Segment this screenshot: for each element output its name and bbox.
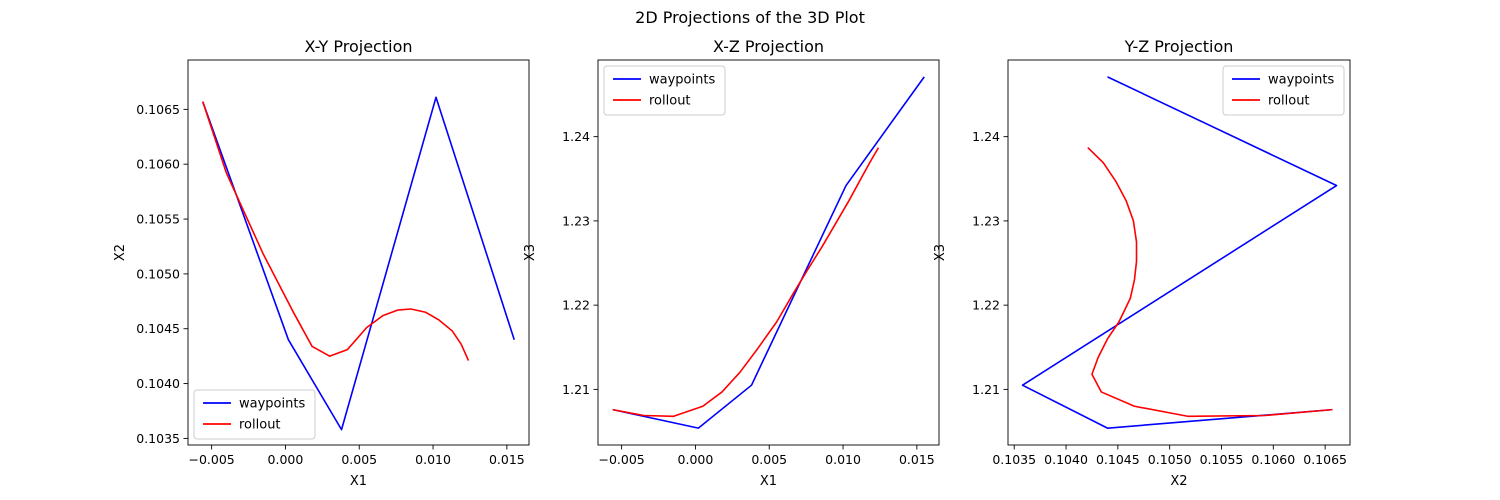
legend-label-waypoints: waypoints	[239, 397, 305, 412]
y-tick-label: 0.1035	[136, 431, 180, 446]
panel-2: −0.005 0.000 0.005 0.010 0.015 1.21 1.22 1.23 1.…	[523, 37, 940, 489]
x-tick-label: 0.1045	[1096, 452, 1140, 467]
y-tick-label: 0.1040	[136, 376, 180, 391]
legend: waypoints rollout	[193, 389, 316, 440]
panel-3: 0.1035 0.1040 0.1045 0.1050 0.1055 0.1060 0.10…	[933, 37, 1351, 489]
panel-title: Y-Z Projection	[1124, 37, 1234, 56]
plot-area	[598, 60, 939, 445]
legend-label-waypoints: waypoints	[1268, 73, 1334, 88]
y-axis-label: X2	[113, 244, 128, 261]
series-line-rollout	[612, 147, 880, 418]
y-tick-label: 0.1045	[136, 321, 180, 336]
y-tick-label: 1.22	[562, 298, 590, 313]
x-tick-label: 0.000	[268, 452, 304, 467]
legend: waypoints rollout	[1222, 65, 1345, 116]
x-axis-label: X1	[350, 474, 367, 489]
legend-label-rollout: rollout	[1268, 94, 1310, 109]
x-tick-label: 0.005	[751, 452, 787, 467]
x-tick-label: 0.1055	[1200, 452, 1244, 467]
legend-label-rollout: rollout	[239, 418, 281, 433]
series-line-rollout	[1087, 147, 1333, 418]
y-tick-label: 0.1055	[136, 212, 180, 227]
x-axis-label: X2	[1170, 474, 1187, 489]
plot-area	[188, 60, 529, 445]
y-axis-label: X3	[933, 244, 948, 261]
y-tick-label: 1.22	[972, 298, 1000, 313]
x-tick-label: −0.005	[598, 452, 644, 467]
series-line-waypoints	[1021, 76, 1338, 429]
y-tick-label: 1.24	[972, 129, 1000, 144]
panel-title: X-Y Projection	[304, 37, 412, 56]
series-line-waypoints	[612, 76, 925, 429]
y-tick-label: 0.1065	[136, 102, 180, 117]
series-line-rollout	[202, 101, 470, 361]
legend: waypoints rollout	[603, 65, 726, 116]
axes-frame	[1007, 59, 1351, 446]
y-tick-label: 1.24	[562, 129, 590, 144]
x-tick-label: 0.005	[341, 452, 377, 467]
x-axis-label: X1	[760, 474, 777, 489]
panel-title: X-Z Projection	[713, 37, 824, 56]
x-tick-label: 0.000	[678, 452, 714, 467]
y-axis-label: X3	[523, 244, 538, 261]
legend-label-waypoints: waypoints	[649, 73, 715, 88]
y-tick-label: 1.21	[972, 382, 1000, 397]
x-tick-label: 0.1060	[1251, 452, 1295, 467]
x-tick-label: −0.005	[188, 452, 234, 467]
figure-title: 2D Projections of the 3D Plot	[635, 8, 865, 27]
y-tick-label: 1.23	[562, 213, 590, 228]
x-tick-label: 0.015	[489, 452, 525, 467]
y-tick-label: 1.23	[972, 213, 1000, 228]
axes-frame	[597, 59, 940, 446]
x-tick-label: 0.1040	[1044, 452, 1088, 467]
axes-frame	[187, 59, 530, 446]
x-tick-label: 0.1065	[1303, 452, 1347, 467]
panel-1: −0.005 0.000 0.005 0.010 0.015 0.1035 0.1040 0.…	[113, 37, 530, 489]
x-tick-label: 0.010	[415, 452, 451, 467]
x-tick-label: 0.010	[825, 452, 861, 467]
y-tick-label: 0.1060	[136, 157, 180, 172]
y-tick-label: 1.21	[562, 382, 590, 397]
legend-label-rollout: rollout	[649, 94, 691, 109]
x-tick-label: 0.015	[899, 452, 935, 467]
y-tick-label: 0.1050	[136, 266, 180, 281]
x-tick-label: 0.1035	[992, 452, 1036, 467]
x-tick-label: 0.1050	[1148, 452, 1192, 467]
series-line-waypoints	[202, 96, 516, 431]
plot-area	[1008, 60, 1350, 445]
